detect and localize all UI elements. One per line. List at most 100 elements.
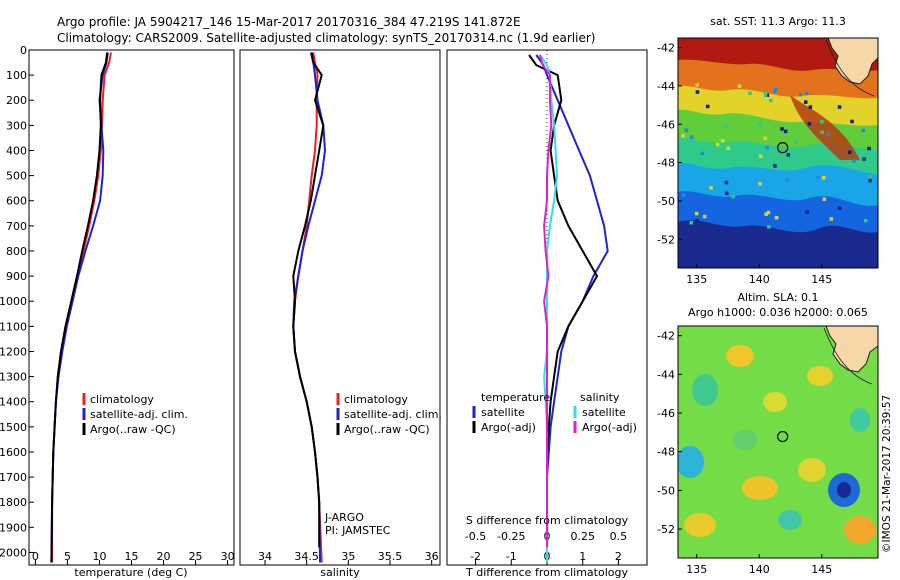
s-tick-label: 0.25 xyxy=(570,530,595,543)
sst-speckle xyxy=(774,216,779,220)
series-line-satellite xyxy=(535,54,609,563)
sst-speckle xyxy=(720,139,725,143)
sst-speckle xyxy=(868,175,872,179)
legend-label-satellite: satellite-adj. clim. xyxy=(344,408,442,421)
sst-map-axes: 135 140 145 -42 -44 -46 -48 -50 -52 xyxy=(657,42,832,286)
sst-speckle xyxy=(772,89,777,94)
sst-land-tasmania xyxy=(827,38,878,85)
series-line-salinity_argo xyxy=(538,54,553,548)
lat-tick-label: -48 xyxy=(657,157,675,170)
sst-speckle xyxy=(774,145,778,150)
sst-speckle xyxy=(765,93,770,97)
legend-label-climatology: climatology xyxy=(344,393,408,406)
sla-argo-location-marker xyxy=(777,430,789,443)
x-tick-label: 0 xyxy=(32,550,39,563)
sst-speckle xyxy=(861,128,865,133)
annotation-pi: PI: JAMSTEC xyxy=(325,524,391,537)
sst-speckle xyxy=(867,146,871,151)
series-line-satellite xyxy=(50,52,109,563)
sst-speckle xyxy=(753,107,758,112)
sst-speckle xyxy=(694,211,699,216)
salinity-axes-frame xyxy=(239,49,441,566)
legend-label-t-satellite: satellite xyxy=(481,406,525,419)
depth-tick-label: 1500 xyxy=(0,421,27,434)
salinity-legend: climatology satellite-adj. clim. Argo(..… xyxy=(336,393,442,436)
sst-speckle xyxy=(763,91,768,95)
sla-map-frame xyxy=(677,325,879,559)
sst-speckle xyxy=(702,214,707,219)
header-line-2: Climatology: CARS2009. Satellite-adjuste… xyxy=(57,31,595,45)
sst-speckle xyxy=(684,128,689,132)
depth-tick-label: 1200 xyxy=(0,345,27,358)
sst-speckle xyxy=(766,210,771,215)
temperature-x-axis: 0 5 10 15 20 25 30 xyxy=(32,550,235,565)
temperature-axes-frame xyxy=(28,49,235,566)
depth-tick-label: 1600 xyxy=(0,446,27,459)
lon-tick-label: 145 xyxy=(811,563,832,576)
x-tick-label: -2 xyxy=(470,550,481,563)
sst-speckle xyxy=(807,122,812,126)
s-tick-label: -0.5 xyxy=(465,530,486,543)
sst-speckle xyxy=(748,91,752,96)
sst-speckle xyxy=(767,225,771,229)
legend-label-s-argo: Argo(-adj) xyxy=(582,421,637,434)
s-tick-label: -0.25 xyxy=(497,530,525,543)
difference-x-axis: -2 -1 0 1 2-0.5 -0.25 0 0.25 0.5 xyxy=(465,530,627,565)
sst-speckle xyxy=(820,120,824,124)
sst-speckle xyxy=(763,136,767,141)
sla-eddy-high xyxy=(726,345,754,367)
lat-tick-label: -44 xyxy=(657,80,675,93)
depth-tick-label: 700 xyxy=(6,220,27,233)
temperature-panel: 0100200300400500600700800900100011001200… xyxy=(0,44,235,579)
sst-field xyxy=(678,38,878,268)
copyright-credit: ©IMOS 21-Mar-2017 20:39:57 xyxy=(881,395,893,553)
sst-speckle xyxy=(780,127,784,131)
lat-tick-label: -52 xyxy=(657,233,675,246)
sst-speckle xyxy=(852,159,856,163)
difference-legend: temperature salinity satellite Argo(-adj… xyxy=(472,391,637,434)
lat-tick-label: -48 xyxy=(657,446,675,459)
x-tick-label: 15 xyxy=(125,550,139,563)
lon-tick-label: 135 xyxy=(686,563,707,576)
sst-speckle xyxy=(850,119,854,124)
sst-speckle xyxy=(681,193,686,197)
sst-speckle xyxy=(794,140,799,144)
depth-tick-label: 0 xyxy=(20,44,27,57)
series-line-argo xyxy=(528,54,598,563)
depth-tick-label: 900 xyxy=(6,270,27,283)
sla-eddy-high xyxy=(763,392,787,412)
sst-speckle xyxy=(702,146,707,151)
x-tick-label: 35 xyxy=(341,550,355,563)
sla-eddy-high xyxy=(844,516,876,544)
sst-isobath xyxy=(825,39,875,97)
sla-eddies xyxy=(678,345,876,544)
lat-tick-label: -42 xyxy=(657,330,675,343)
depth-tick-label: 800 xyxy=(6,245,27,258)
series-line-argo xyxy=(292,52,325,548)
sst-speckle xyxy=(864,219,868,223)
depth-tick-label: 1300 xyxy=(0,371,27,384)
sst-speckle xyxy=(715,142,720,147)
sst-speckle xyxy=(763,93,768,97)
sla-eddy-high xyxy=(742,476,778,500)
sla-map-subtitle: Argo h1000: 0.036 h2000: 0.065 xyxy=(688,306,868,319)
lat-tick-label: -50 xyxy=(657,195,675,208)
annotation-program: J-ARGO xyxy=(324,511,364,524)
sst-speckle xyxy=(783,129,788,134)
sst-map: sat. SST: 11.3 Argo: 11.3 135 140 145 -42 -4… xyxy=(657,15,879,286)
series-line-argo xyxy=(50,52,109,563)
sst-speckle xyxy=(822,197,827,201)
salinity-x-axis: 34 34.5 35 35.5 36 xyxy=(258,550,439,565)
temperature-xlabel: temperature (deg C) xyxy=(74,566,187,579)
sst-speckle xyxy=(798,93,803,97)
sst-speckle xyxy=(820,130,824,135)
lat-tick-label: -52 xyxy=(657,523,675,536)
sla-eddy-low xyxy=(678,446,704,478)
legend-label-t-argo: Argo(-adj) xyxy=(481,421,536,434)
sst-warm-filament xyxy=(790,95,860,160)
lat-tick-label: -44 xyxy=(657,368,675,381)
depth-tick-label: 1000 xyxy=(0,295,27,308)
sst-speckle xyxy=(862,157,866,161)
sst-speckle xyxy=(868,178,872,183)
legend-label-s-satellite: satellite xyxy=(582,406,626,419)
